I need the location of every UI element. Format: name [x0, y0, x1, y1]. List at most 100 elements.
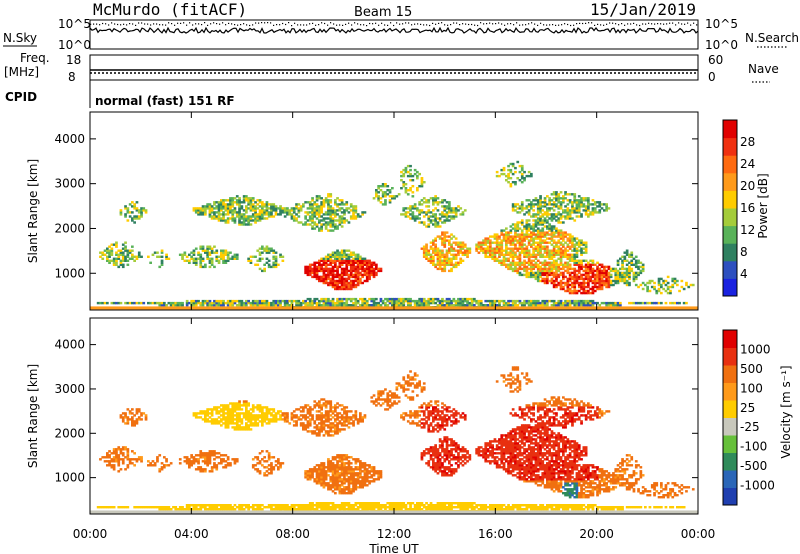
freq-strip-frame: [89, 54, 699, 81]
heatmap-cell: [106, 251, 109, 254]
heatmap-cell: [557, 299, 561, 303]
heatmap-cell: [598, 275, 602, 279]
heatmap-cell: [432, 197, 435, 200]
heatmap-cell: [509, 265, 513, 269]
heatmap-cell: [630, 269, 634, 273]
heatmap-cell: [500, 243, 504, 246]
heatmap-cell: [552, 209, 556, 212]
heatmap-cell: [254, 213, 257, 216]
heatmap-cell: [422, 181, 426, 184]
heatmap-cell: [589, 267, 592, 271]
heatmap-cell: [432, 239, 435, 242]
heatmap-cell: [217, 211, 221, 214]
heatmap-cell: [441, 253, 444, 256]
heatmap-cell: [438, 237, 442, 240]
heatmap-cell: [302, 301, 305, 305]
heatmap-cell: [450, 299, 453, 303]
nsearch-point: [594, 24, 596, 26]
heatmap-cell: [197, 508, 200, 511]
heatmap-cell: [621, 279, 624, 283]
nsearch-point: [513, 24, 515, 26]
heatmap-cell: [322, 201, 326, 204]
heatmap-cell: [315, 267, 319, 271]
heatmap-cell: [445, 263, 449, 266]
heatmap-cell: [188, 253, 191, 256]
heatmap-cell: [516, 211, 520, 214]
heatmap-cell: [580, 213, 583, 216]
heatmap-cell: [548, 199, 551, 202]
heatmap-cell: [448, 251, 451, 254]
heatmap-cell: [142, 209, 146, 212]
nsearch-point: [222, 22, 224, 24]
heatmap-cell: [311, 217, 314, 220]
heatmap-cell: [270, 211, 273, 214]
heatmap-cell: [577, 209, 581, 212]
heatmap-cell: [641, 267, 645, 271]
heatmap-cell: [117, 255, 121, 258]
heatmap-cell: [596, 279, 599, 283]
colorbar-tick-label: 16: [740, 201, 755, 215]
heatmap-cell: [413, 304, 417, 307]
heatmap-cell: [539, 203, 542, 206]
heatmap-cell: [509, 229, 513, 232]
heatmap-cell: [582, 209, 586, 212]
heatmap-cell: [213, 304, 216, 307]
heatmap-cell: [511, 251, 515, 254]
heatmap-cell: [192, 412, 196, 415]
heatmap-cell: [299, 414, 303, 417]
heatmap-cell: [406, 304, 410, 307]
heatmap-cell: [224, 464, 228, 467]
heatmap-cell: [470, 301, 474, 305]
heatmap-cell: [288, 209, 292, 212]
heatmap-cell: [573, 195, 577, 198]
heatmap-cell: [648, 279, 652, 283]
heatmap-cell: [256, 458, 260, 461]
heatmap-cell: [454, 265, 458, 269]
heatmap-cell: [311, 271, 314, 275]
heatmap-cell: [523, 269, 526, 273]
heatmap-cell: [329, 283, 333, 287]
heatmap-cell: [500, 231, 504, 234]
heatmap-cell: [338, 223, 342, 226]
heatmap-cell: [555, 265, 558, 269]
heatmap-cell: [327, 199, 330, 202]
heatmap-cell: [199, 416, 203, 419]
heatmap-cell: [327, 275, 330, 279]
heatmap-cell: [245, 418, 248, 421]
heatmap-cell: [313, 263, 317, 266]
heatmap-cell: [662, 287, 665, 291]
heatmap-cell: [238, 219, 241, 222]
heatmap-cell: [277, 207, 280, 210]
heatmap-cell: [133, 424, 136, 427]
heatmap-cell: [479, 299, 483, 303]
heatmap-cell: [222, 213, 225, 216]
heatmap-cell: [338, 199, 342, 202]
heatmap-cell: [436, 217, 440, 220]
heatmap-cell: [571, 253, 574, 256]
heatmap-cell: [343, 301, 346, 305]
heatmap-cell: [377, 185, 380, 188]
nsearch-point: [132, 23, 134, 25]
heatmap-cell: [427, 215, 431, 218]
heatmap-cell: [133, 458, 136, 461]
heatmap-cell: [568, 257, 572, 260]
heatmap-cell: [562, 267, 565, 271]
heatmap-cell: [466, 297, 469, 301]
heatmap-cell: [235, 257, 239, 260]
heatmap-cell: [527, 243, 531, 246]
heatmap-cell: [541, 233, 545, 236]
heatmap-cell: [286, 420, 289, 423]
heatmap-cell: [215, 464, 219, 467]
heatmap-cell: [265, 249, 269, 252]
heatmap-cell: [233, 406, 237, 409]
heatmap-cell: [550, 203, 554, 206]
heatmap-cell: [509, 231, 513, 234]
heatmap-cell: [525, 253, 529, 256]
nsearch-point: [204, 22, 206, 24]
heatmap-cell: [434, 225, 437, 228]
heatmap-cell: [441, 263, 444, 266]
heatmap-cell: [539, 221, 542, 224]
heatmap-cell: [213, 301, 216, 305]
heatmap-cell: [274, 257, 278, 260]
heatmap-cell: [438, 267, 442, 271]
